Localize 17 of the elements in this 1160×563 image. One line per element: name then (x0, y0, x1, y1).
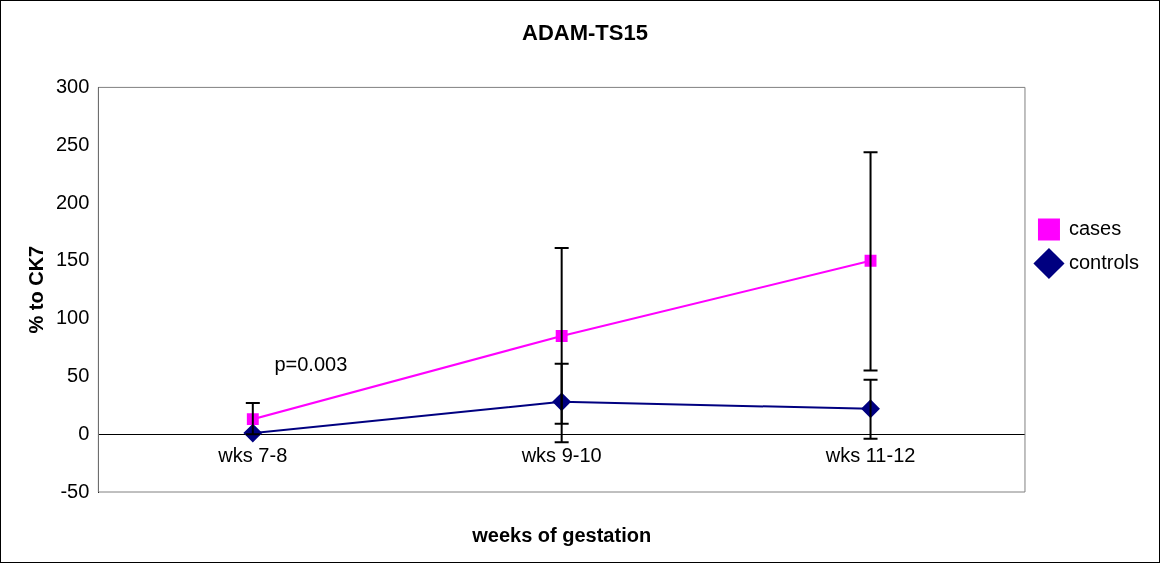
annotation: p=0.003 (274, 352, 348, 375)
legend-label: cases (1068, 217, 1122, 240)
y-tick-label: 300 (55, 74, 90, 97)
y-axis-title: % to CK7 (24, 245, 47, 334)
x-tick-label: wks 11-12 (824, 443, 916, 466)
y-tick-label: -50 (60, 479, 90, 502)
y-tick-label: 100 (55, 306, 90, 329)
x-tick-label: wks 9-10 (520, 443, 602, 466)
y-tick-label: 50 (67, 363, 90, 386)
y-tick-label: 150 (55, 248, 90, 271)
x-tick-label: wks 7-8 (217, 443, 288, 466)
legend-label: controls (1068, 251, 1139, 274)
y-tick-label: 250 (55, 132, 90, 155)
y-tick-label: 0 (78, 421, 90, 444)
y-tick-label: 200 (55, 190, 90, 213)
chart-title: ADAM-TS15 (522, 20, 648, 46)
x-axis-title: weeks of gestation (471, 524, 652, 546)
